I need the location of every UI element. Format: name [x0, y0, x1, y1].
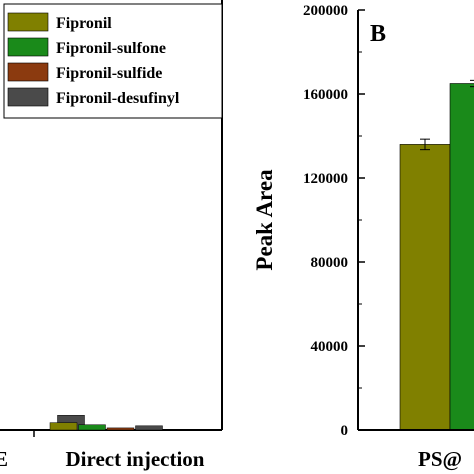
y-tick-label: 0	[341, 423, 349, 439]
bar	[135, 425, 163, 431]
legend-entry-label: Fipronil-sulfone	[56, 40, 166, 57]
bar	[106, 427, 135, 431]
panel-b-category-label: PS@	[418, 447, 462, 471]
panel-b-y-axis-label: Peak Area	[252, 169, 277, 271]
panel-b-label: B	[370, 21, 386, 47]
legend: Fipronil Fipronil-sulfone Fipronil-sulfide…	[3, 3, 223, 119]
y-tick-label: 120000	[303, 171, 348, 187]
bar	[449, 83, 474, 431]
legend-entry-label: Fipronil	[56, 15, 112, 32]
legend-swatch	[7, 37, 49, 57]
legend-swatch	[7, 12, 49, 32]
y-tick-label: 200000	[303, 3, 348, 19]
panel-a-category-label: E	[0, 447, 8, 471]
bar	[49, 422, 78, 431]
bar	[399, 144, 451, 431]
y-tick-label: 80000	[311, 255, 349, 271]
legend-swatch	[7, 62, 49, 82]
legend-entry-label: Fipronil-sulfide	[56, 65, 162, 82]
y-tick-label: 40000	[311, 339, 349, 355]
legend-entry-label: Fipronil-desufinyl	[56, 90, 180, 107]
y-tick-label: 160000	[303, 87, 348, 103]
legend-swatch	[7, 87, 49, 107]
panel-b: 0 40000 80000 120000 160000 200000 B Peak Are…	[252, 3, 474, 471]
panel-a-category-label: Direct injection	[66, 447, 205, 471]
bar	[78, 424, 106, 431]
